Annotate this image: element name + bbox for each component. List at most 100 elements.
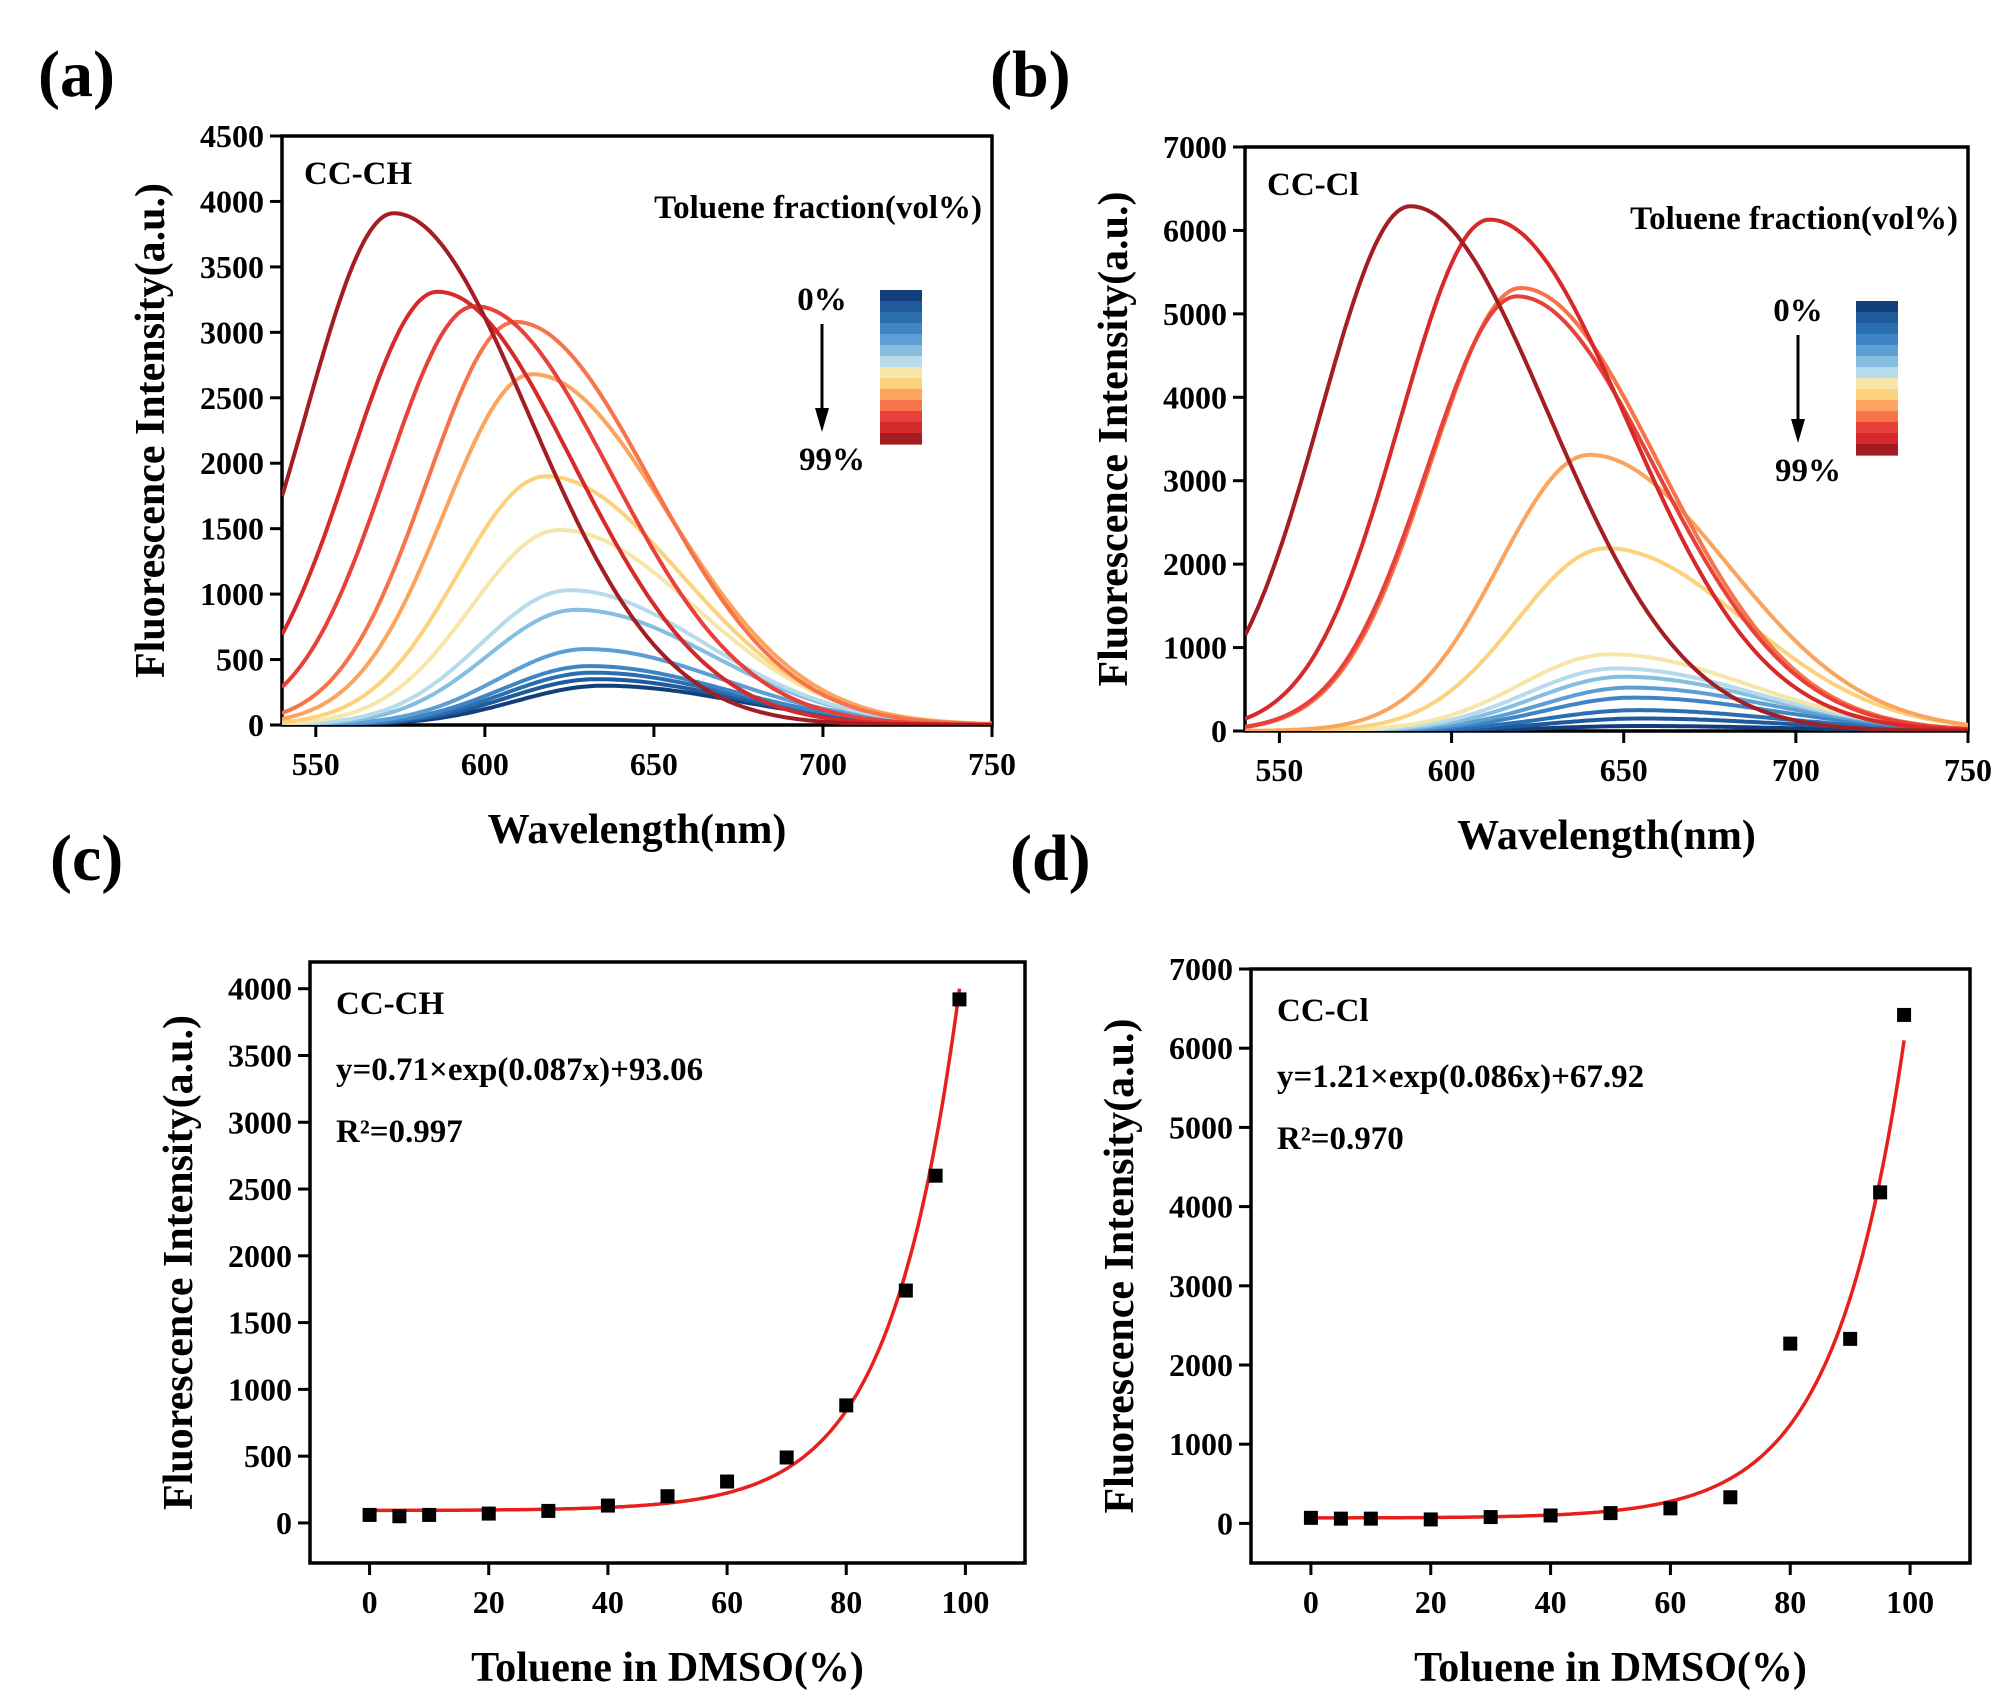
data-point bbox=[1843, 1331, 1858, 1346]
plot-frame bbox=[1249, 967, 1972, 1565]
x-axis-title: Wavelength(nm) bbox=[488, 807, 787, 853]
chart-d: 0 20 40 60 80 1000100020003000400050006000700… bbox=[1097, 951, 1972, 1691]
data-point bbox=[898, 1283, 913, 1298]
y-tick-label: 4500 bbox=[200, 118, 264, 154]
panel-label-a: (a) bbox=[38, 38, 115, 111]
chart-b: 550 600 650 700 750 0 1000 2000 3000 4000 5000 6000… bbox=[1091, 129, 1992, 859]
legend-bottom-label: 99% bbox=[799, 442, 865, 478]
colorbar-segment bbox=[880, 411, 922, 423]
y-tick-label: 0 bbox=[248, 707, 264, 743]
spectrum-line bbox=[1245, 452, 1968, 731]
data-point bbox=[422, 1507, 437, 1522]
colorbar-segment bbox=[1856, 334, 1898, 346]
data-point bbox=[1333, 1511, 1348, 1526]
compound-label: CC-Cl bbox=[1267, 167, 1359, 203]
y-tick-label: 0 bbox=[1211, 713, 1227, 749]
fit-equation: y=1.21×exp(0.086x)+67.92 bbox=[1277, 1059, 1644, 1095]
colorbar-segment bbox=[880, 345, 922, 357]
colorbar-segment bbox=[880, 433, 922, 445]
y-tick-label: 1000 bbox=[1163, 630, 1227, 666]
legend-bottom-label: 99% bbox=[1775, 453, 1841, 489]
data-point bbox=[481, 1506, 496, 1521]
data-point bbox=[392, 1509, 407, 1524]
data-point bbox=[1303, 1510, 1318, 1525]
x-tick-label: 0 bbox=[1303, 1584, 1319, 1620]
spectrum-line bbox=[282, 372, 992, 725]
y-tick-label: 7000 bbox=[1169, 951, 1233, 987]
y-axis-title: Fluorescence Intensity(a.u.) bbox=[1091, 192, 1137, 687]
y-tick-label: 4000 bbox=[1169, 1189, 1233, 1225]
compound-label: CC-CH bbox=[304, 156, 412, 192]
data-point bbox=[1603, 1506, 1618, 1521]
colorbar-segment bbox=[1856, 367, 1898, 379]
compound-label: CC-Cl bbox=[1277, 993, 1369, 1029]
colorbar-segment bbox=[1856, 400, 1898, 412]
fit-curve bbox=[1310, 1040, 1906, 1520]
y-tick-label: 2000 bbox=[228, 1238, 292, 1274]
data-point bbox=[362, 1507, 377, 1522]
spectrum-line bbox=[1245, 217, 1968, 731]
x-tick-label: 80 bbox=[830, 1584, 862, 1620]
x-tick-label: 650 bbox=[1600, 752, 1648, 788]
colorbar-segment bbox=[880, 334, 922, 346]
y-tick-label: 6000 bbox=[1163, 212, 1227, 248]
fit-r-squared: R²=0.997 bbox=[336, 1114, 463, 1150]
y-tick-label: 2000 bbox=[1169, 1347, 1233, 1383]
chart-c: 0 20 40 60 80 1000500100015002000250030003500… bbox=[156, 960, 1027, 1691]
y-tick-label: 7000 bbox=[1163, 129, 1227, 165]
x-tick-label: 60 bbox=[711, 1584, 743, 1620]
x-tick-label: 750 bbox=[1944, 752, 1992, 788]
colorbar-segment bbox=[880, 323, 922, 335]
y-tick-label: 0 bbox=[1217, 1505, 1233, 1541]
y-axis-title: Fluorescence Intensity(a.u.) bbox=[128, 183, 174, 678]
legend-top-label: 0% bbox=[1773, 293, 1823, 329]
x-tick-label: 60 bbox=[1654, 1584, 1686, 1620]
colorbar-segment bbox=[880, 356, 922, 368]
y-tick-label: 6000 bbox=[1169, 1030, 1233, 1066]
chart-a: 550 600 650 700 750 0 500 1000 1500 2000 2500 3000 3… bbox=[128, 118, 1016, 853]
colorbar-segment bbox=[1856, 389, 1898, 401]
colorbar-segment bbox=[1856, 356, 1898, 368]
y-tick-label: 2000 bbox=[1163, 546, 1227, 582]
fit-curve bbox=[369, 988, 962, 1513]
y-tick-label: 1500 bbox=[200, 511, 264, 547]
y-tick-label: 1000 bbox=[1169, 1426, 1233, 1462]
y-tick-label: 3000 bbox=[1169, 1268, 1233, 1304]
data-point bbox=[1783, 1336, 1798, 1351]
data-point bbox=[600, 1498, 615, 1513]
compound-label: CC-CH bbox=[336, 986, 444, 1022]
data-point bbox=[1363, 1511, 1378, 1526]
colorbar-segment bbox=[880, 367, 922, 379]
colorbar-segment bbox=[1856, 422, 1898, 434]
spectrum-line bbox=[1245, 546, 1968, 731]
x-tick-label: 550 bbox=[1255, 752, 1303, 788]
x-axis-title: Toluene in DMSO(%) bbox=[471, 1645, 864, 1691]
data-point bbox=[1423, 1512, 1438, 1527]
y-tick-label: 3000 bbox=[1163, 463, 1227, 499]
y-tick-label: 1500 bbox=[228, 1305, 292, 1341]
panel-label-b: (b) bbox=[990, 38, 1071, 111]
y-tick-label: 5000 bbox=[1169, 1109, 1233, 1145]
y-tick-label: 4000 bbox=[1163, 379, 1227, 415]
spectrum-line bbox=[282, 319, 992, 725]
y-tick-label: 5000 bbox=[1163, 296, 1227, 332]
spectra-series bbox=[282, 211, 992, 725]
y-tick-label: 3000 bbox=[228, 1104, 292, 1140]
y-tick-label: 3000 bbox=[200, 314, 264, 350]
x-axis-title: Wavelength(nm) bbox=[1457, 813, 1756, 859]
colorbar-segment bbox=[880, 301, 922, 313]
spectrum-line bbox=[1245, 204, 1968, 731]
data-point bbox=[541, 1503, 556, 1518]
colorbar-segment bbox=[1856, 345, 1898, 357]
x-axis-title: Toluene in DMSO(%) bbox=[1414, 1645, 1807, 1691]
x-tick-label: 100 bbox=[1886, 1584, 1934, 1620]
spectrum-line bbox=[282, 211, 992, 725]
x-tick-label: 20 bbox=[1415, 1584, 1447, 1620]
y-tick-label: 2500 bbox=[228, 1171, 292, 1207]
colorbar-segment bbox=[1856, 323, 1898, 335]
x-tick-label: 550 bbox=[292, 746, 340, 782]
y-tick-label: 3500 bbox=[200, 249, 264, 285]
spectrum-line bbox=[282, 588, 992, 725]
colorbar-segment bbox=[1856, 444, 1898, 456]
data-point bbox=[1873, 1185, 1888, 1200]
